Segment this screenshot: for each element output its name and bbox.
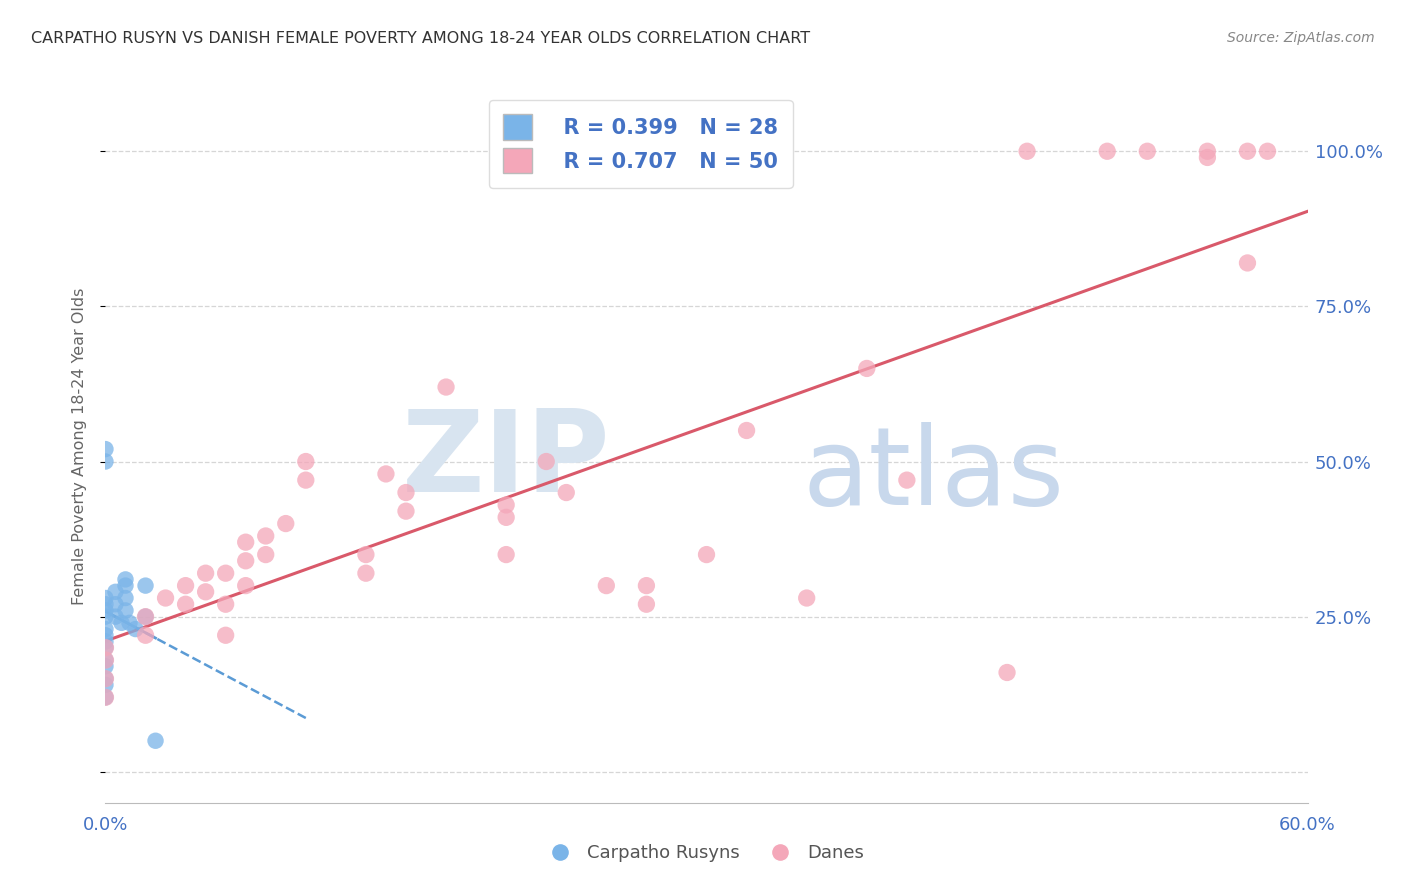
Point bbox=[235, 535, 257, 549]
Point bbox=[94, 454, 117, 468]
Point bbox=[855, 361, 877, 376]
Point bbox=[214, 566, 236, 581]
Point bbox=[194, 584, 217, 599]
Point bbox=[495, 548, 517, 562]
Point bbox=[395, 504, 418, 518]
Point bbox=[94, 442, 117, 456]
Point bbox=[145, 733, 167, 747]
Point bbox=[94, 672, 117, 686]
Point bbox=[1236, 256, 1258, 270]
Point bbox=[1236, 145, 1258, 159]
Point bbox=[94, 640, 117, 655]
Point bbox=[135, 609, 157, 624]
Point bbox=[94, 609, 117, 624]
Point bbox=[495, 510, 517, 524]
Point bbox=[124, 622, 146, 636]
Point bbox=[135, 609, 157, 624]
Point bbox=[1097, 145, 1119, 159]
Point bbox=[174, 597, 197, 611]
Point bbox=[254, 529, 277, 543]
Point bbox=[94, 653, 117, 667]
Point bbox=[354, 566, 377, 581]
Text: CARPATHO RUSYN VS DANISH FEMALE POVERTY AMONG 18-24 YEAR OLDS CORRELATION CHART: CARPATHO RUSYN VS DANISH FEMALE POVERTY … bbox=[31, 31, 810, 46]
Point bbox=[595, 579, 617, 593]
Point bbox=[896, 473, 918, 487]
Point bbox=[94, 622, 117, 636]
Y-axis label: Female Poverty Among 18-24 Year Olds: Female Poverty Among 18-24 Year Olds bbox=[72, 287, 87, 605]
Point bbox=[194, 566, 217, 581]
Point bbox=[1257, 145, 1279, 159]
Point bbox=[174, 579, 197, 593]
Point bbox=[495, 498, 517, 512]
Point bbox=[214, 628, 236, 642]
Point bbox=[235, 554, 257, 568]
Point bbox=[555, 485, 578, 500]
Point bbox=[1197, 145, 1219, 159]
Point bbox=[110, 615, 132, 630]
Point bbox=[104, 609, 127, 624]
Point bbox=[434, 380, 457, 394]
Point bbox=[94, 653, 117, 667]
Point bbox=[114, 579, 136, 593]
Point bbox=[235, 579, 257, 593]
Point bbox=[395, 485, 418, 500]
Point bbox=[295, 473, 318, 487]
Text: atlas: atlas bbox=[803, 422, 1064, 527]
Point bbox=[274, 516, 297, 531]
Point bbox=[94, 597, 117, 611]
Point bbox=[94, 628, 117, 642]
Point bbox=[534, 454, 557, 468]
Point bbox=[254, 548, 277, 562]
Point bbox=[636, 597, 658, 611]
Point bbox=[374, 467, 398, 481]
Point bbox=[94, 678, 117, 692]
Point bbox=[94, 659, 117, 673]
Point bbox=[155, 591, 177, 605]
Point bbox=[104, 584, 127, 599]
Text: ZIP: ZIP bbox=[402, 405, 610, 516]
Point bbox=[114, 603, 136, 617]
Point bbox=[94, 690, 117, 705]
Text: Source: ZipAtlas.com: Source: ZipAtlas.com bbox=[1227, 31, 1375, 45]
Point bbox=[94, 591, 117, 605]
Point bbox=[118, 615, 141, 630]
Point bbox=[94, 640, 117, 655]
Point bbox=[135, 628, 157, 642]
Point bbox=[94, 672, 117, 686]
Point bbox=[354, 548, 377, 562]
Point bbox=[796, 591, 818, 605]
Point bbox=[214, 597, 236, 611]
Point bbox=[735, 424, 758, 438]
Point bbox=[114, 573, 136, 587]
Point bbox=[1197, 151, 1219, 165]
Legend: Carpatho Rusyns, Danes: Carpatho Rusyns, Danes bbox=[536, 838, 870, 870]
Point bbox=[1136, 145, 1159, 159]
Point bbox=[696, 548, 718, 562]
Point bbox=[114, 591, 136, 605]
Point bbox=[135, 579, 157, 593]
Point bbox=[94, 634, 117, 648]
Point bbox=[636, 579, 658, 593]
Point bbox=[104, 597, 127, 611]
Point bbox=[94, 690, 117, 705]
Point bbox=[94, 603, 117, 617]
Point bbox=[995, 665, 1018, 680]
Point bbox=[1017, 145, 1039, 159]
Point bbox=[295, 454, 318, 468]
Legend:   R = 0.399   N = 28,   R = 0.707   N = 50: R = 0.399 N = 28, R = 0.707 N = 50 bbox=[488, 100, 793, 188]
